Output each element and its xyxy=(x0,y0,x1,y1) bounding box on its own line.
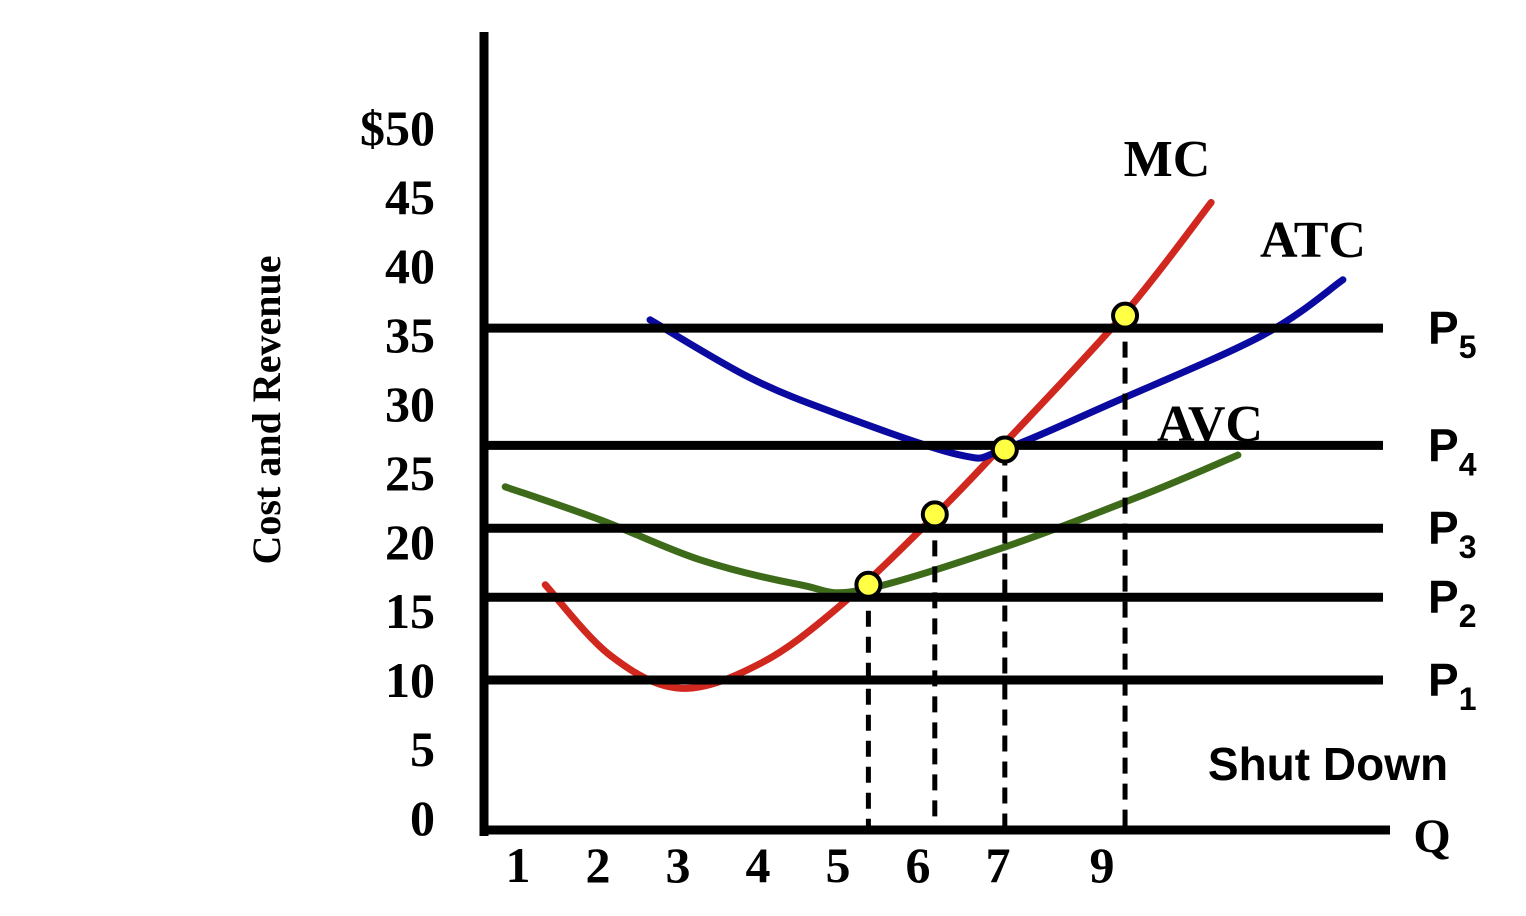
intersection-point xyxy=(920,500,949,529)
price-label-p5: P5 xyxy=(1428,302,1476,365)
y-tick-label: 25 xyxy=(385,445,435,501)
x-tick-label: 6 xyxy=(906,837,931,893)
price-label-p1: P1 xyxy=(1428,654,1476,717)
x-tick-label: 5 xyxy=(826,837,851,893)
atc-curve xyxy=(646,276,1347,462)
price-label-p4: P4 xyxy=(1428,419,1477,482)
y-tick-label: $50 xyxy=(360,100,435,156)
shut-down-annotation: Shut Down xyxy=(1208,738,1448,790)
intersection-point xyxy=(990,435,1019,464)
x-tick-label: 2 xyxy=(586,837,611,893)
y-tick-label: 45 xyxy=(385,169,435,225)
y-axis-label: Cost and Revenue xyxy=(244,256,289,565)
x-tick-label: 3 xyxy=(666,837,691,893)
intersection-point xyxy=(854,570,883,599)
price-label-p3: P3 xyxy=(1428,502,1476,565)
y-tick-label: 40 xyxy=(385,238,435,294)
x-tick-label: 9 xyxy=(1090,837,1115,893)
mc-label: MC xyxy=(1124,131,1211,188)
atc-label: ATC xyxy=(1260,212,1366,269)
price-label-p2: P2 xyxy=(1428,571,1476,634)
y-tick-label: 20 xyxy=(385,514,435,570)
x-tick-label: 7 xyxy=(986,837,1011,893)
y-tick-label: 5 xyxy=(410,721,435,777)
y-tick-label: 30 xyxy=(385,376,435,432)
avc-label: AVC xyxy=(1157,396,1263,453)
y-tick-label: 0 xyxy=(410,790,435,846)
x-tick-label: 1 xyxy=(506,837,531,893)
y-tick-label: 15 xyxy=(385,583,435,639)
y-tick-label: 35 xyxy=(385,307,435,363)
y-tick-label: 10 xyxy=(385,652,435,708)
x-axis-label: Q xyxy=(1413,810,1450,863)
intersection-point xyxy=(1111,301,1140,330)
x-tick-label: 4 xyxy=(746,837,771,893)
